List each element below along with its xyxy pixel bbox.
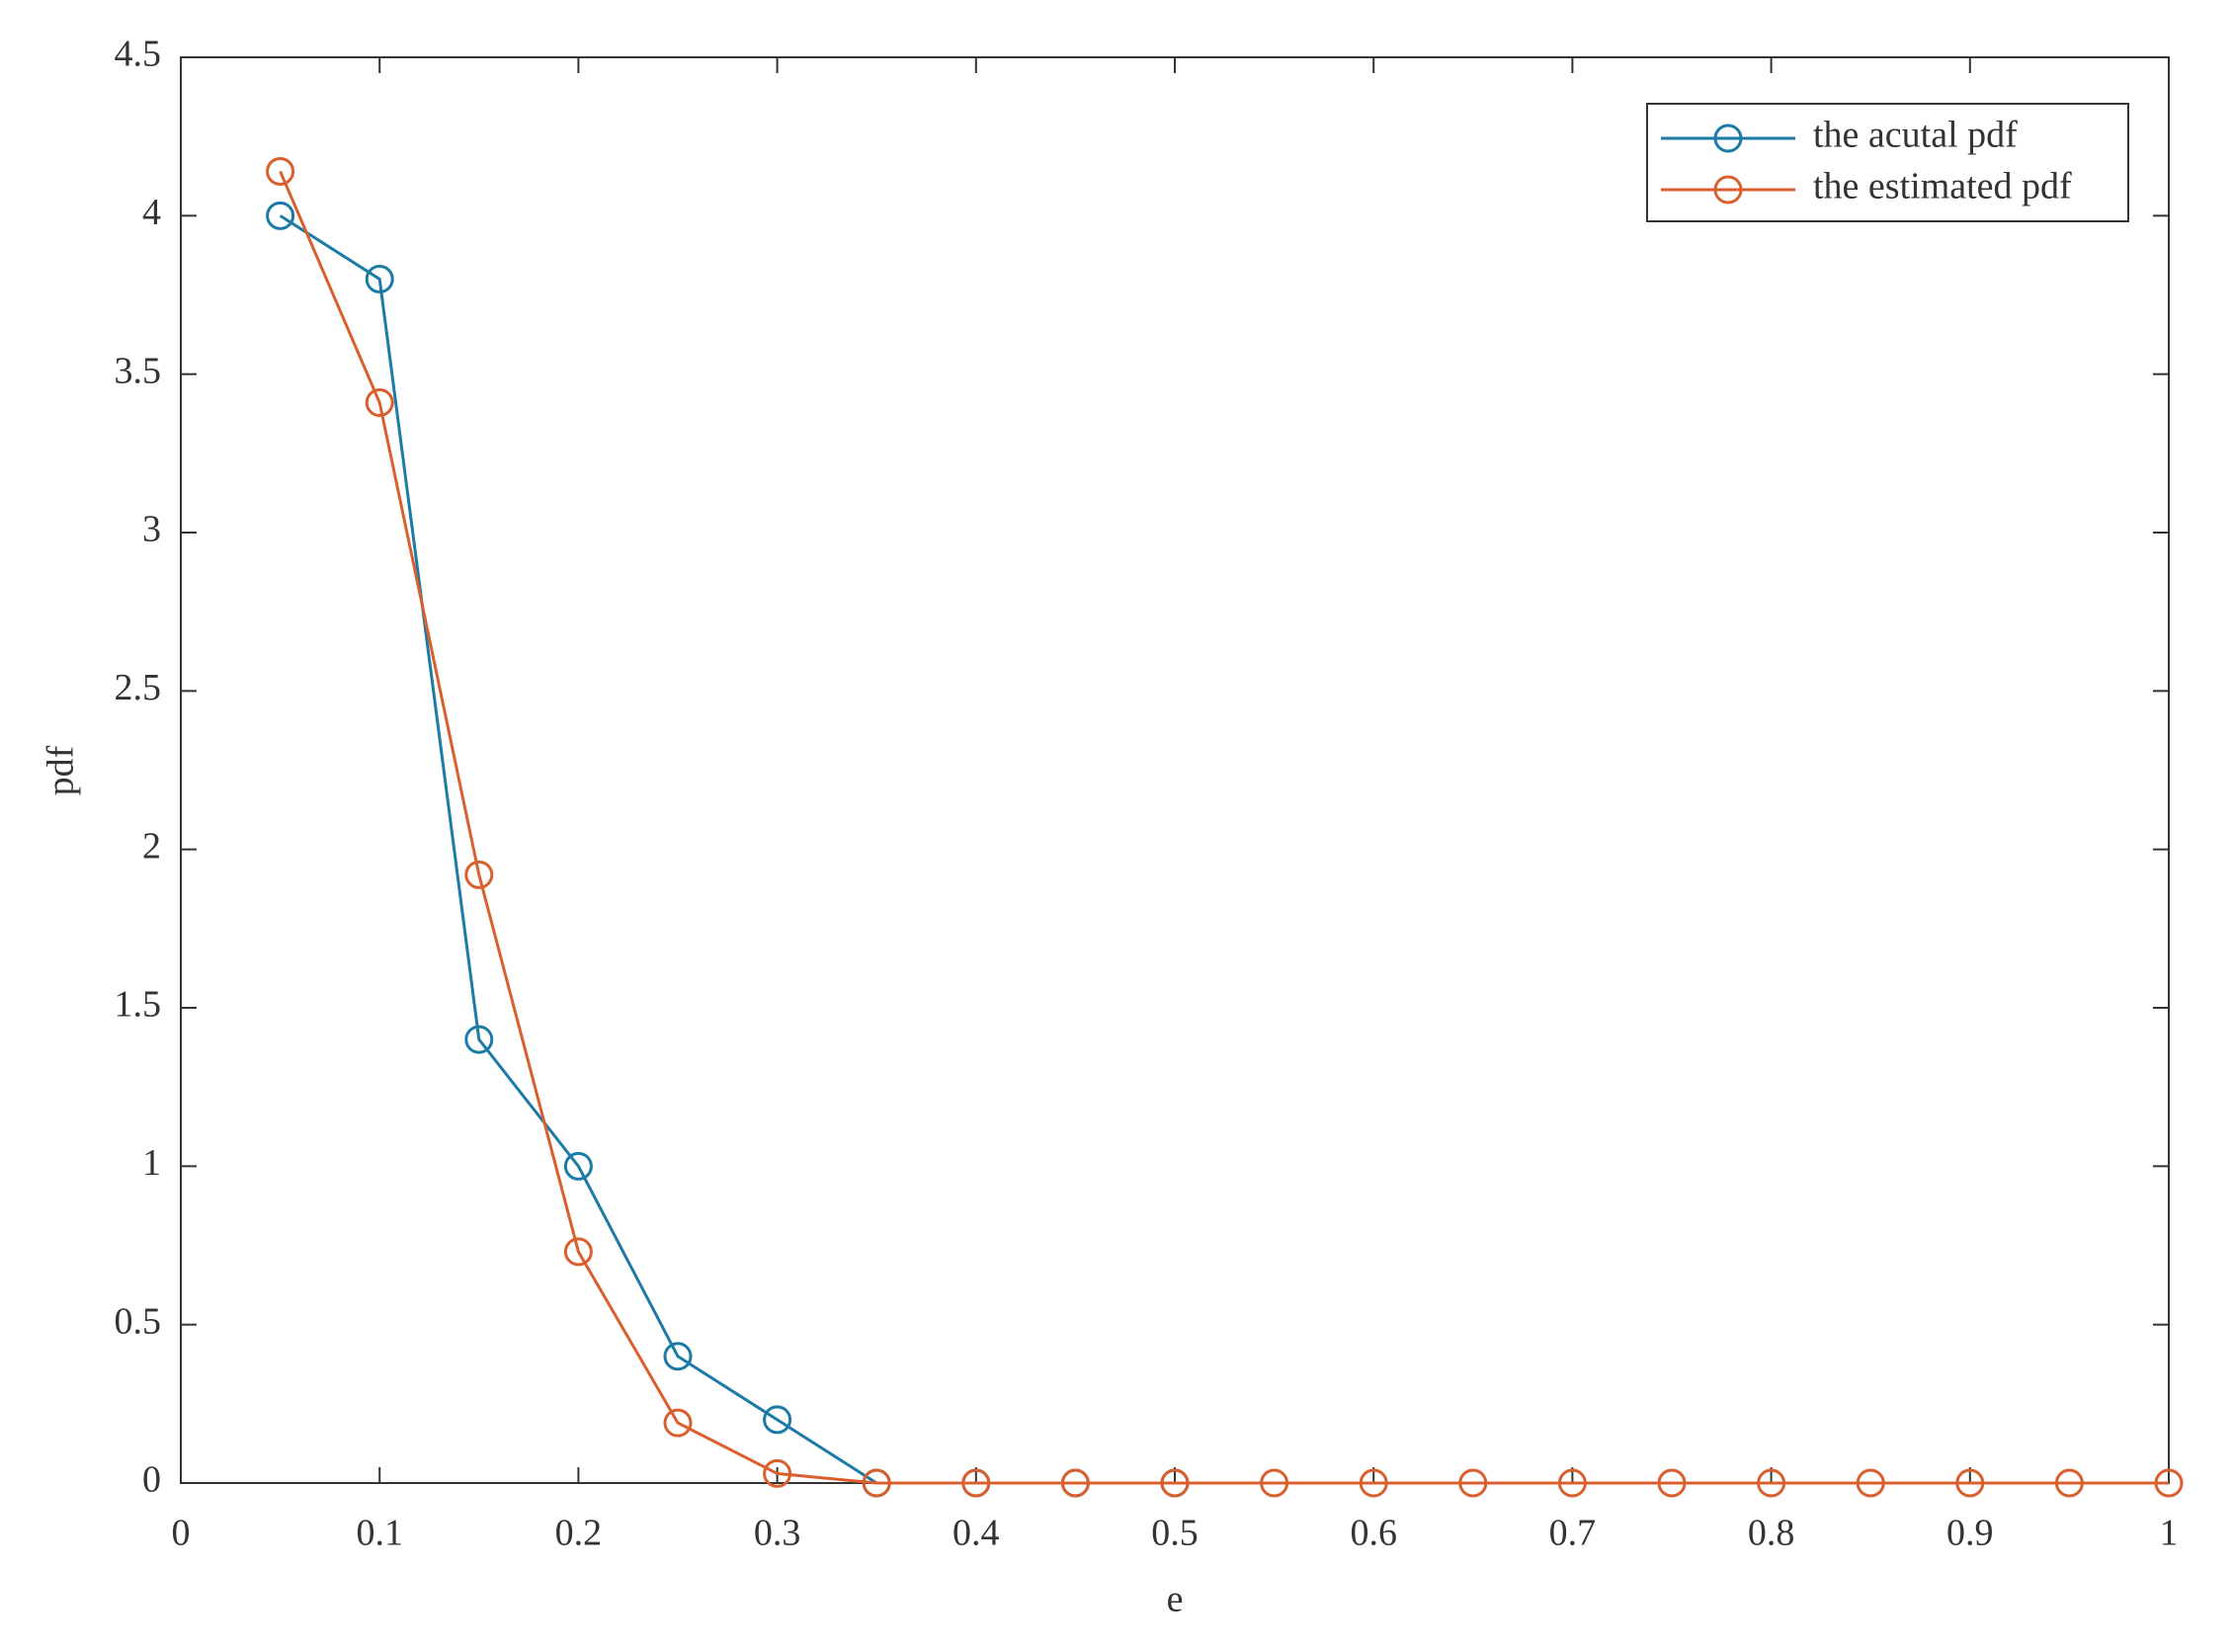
data-point (1060, 1468, 1090, 1498)
data-point (961, 1468, 991, 1498)
data-point (563, 1151, 593, 1181)
y-tick-label: 4 (142, 192, 161, 233)
data-point (464, 860, 494, 889)
x-tick-label: 0.7 (1549, 1513, 1597, 1554)
data-point (1359, 1468, 1388, 1498)
legend: the acutal pdf the estimated pdf (1646, 103, 2129, 222)
data-point (2154, 1468, 2184, 1498)
y-tick-label: 4.5 (115, 34, 162, 75)
data-point (1955, 1468, 1985, 1498)
data-point (763, 1458, 792, 1488)
series-line (279, 170, 2169, 1485)
y-tick-label: 3 (142, 509, 161, 550)
y-axis-label: pdf (41, 745, 82, 795)
data-point (1260, 1468, 1289, 1498)
y-tick-label: 1 (142, 1142, 161, 1184)
data-point (266, 156, 295, 186)
data-point (464, 1025, 494, 1054)
data-point (763, 1405, 792, 1435)
x-tick-label: 0.1 (356, 1513, 403, 1554)
data-point (663, 1342, 693, 1371)
legend-label: the estimated pdf (1813, 166, 2072, 207)
data-point (1557, 1468, 1587, 1498)
y-tick-label: 3.5 (115, 350, 162, 391)
x-axis-label: e (1167, 1579, 1184, 1620)
data-point (365, 388, 394, 418)
data-point (862, 1468, 891, 1498)
data-point (1856, 1468, 1885, 1498)
x-tick-label: 1 (2160, 1513, 2179, 1554)
legend-marker (1713, 175, 1743, 205)
legend-label: the acutal pdf (1813, 115, 2018, 156)
x-tick-label: 0.9 (1946, 1513, 1994, 1554)
data-point (563, 1237, 593, 1267)
y-tick-label: 2.5 (115, 667, 162, 708)
data-point (1458, 1468, 1488, 1498)
legend-marker (1713, 124, 1743, 153)
x-tick-label: 0.6 (1350, 1513, 1397, 1554)
x-tick-label: 0.3 (754, 1513, 801, 1554)
data-point (1657, 1468, 1687, 1498)
data-point (365, 264, 394, 293)
data-point (2054, 1468, 2084, 1498)
data-point (266, 201, 295, 230)
x-tick-label: 0 (172, 1513, 191, 1554)
data-point (1160, 1468, 1190, 1498)
x-tick-label: 0.5 (1151, 1513, 1199, 1554)
data-point (663, 1408, 693, 1438)
x-tick-label: 0.8 (1748, 1513, 1795, 1554)
y-tick-label: 2 (142, 825, 161, 867)
x-tick-label: 0.2 (555, 1513, 603, 1554)
y-tick-label: 0.5 (115, 1300, 162, 1342)
y-tick-label: 1.5 (115, 984, 162, 1026)
y-tick-label: 0 (142, 1459, 161, 1501)
data-point (1757, 1468, 1786, 1498)
x-tick-label: 0.4 (952, 1513, 1000, 1554)
